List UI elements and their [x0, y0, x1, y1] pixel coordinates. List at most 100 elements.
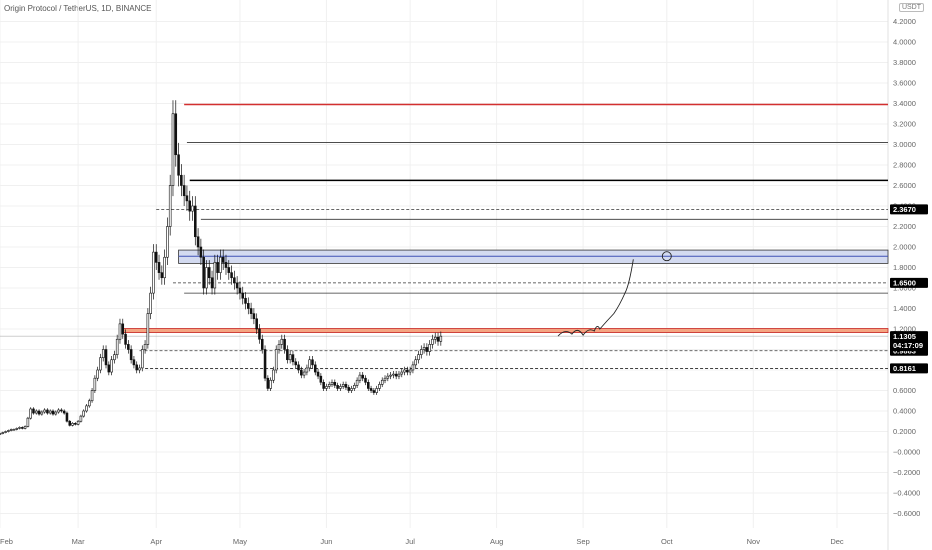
candle-body [85, 405, 88, 412]
price-tag-text: 0.8161 [893, 364, 916, 373]
candle-body [333, 381, 337, 386]
price-tick-label: 1.2000 [893, 325, 916, 334]
price-tag-text: 1.6500 [893, 279, 916, 288]
candle-body [124, 333, 127, 345]
price-tag [890, 363, 928, 374]
candle-body [311, 359, 314, 366]
candle-body [202, 256, 205, 289]
candle-body [118, 323, 122, 340]
candle-body [37, 410, 41, 415]
candle-body [327, 384, 331, 387]
price-tick-label: 0.6000 [893, 386, 916, 395]
price-tick-label: −0.4000 [893, 489, 920, 498]
candle-body [4, 431, 7, 433]
candle-body [325, 386, 328, 389]
candle-body [238, 287, 242, 294]
candle-body [82, 410, 85, 417]
candle-body [62, 410, 66, 414]
candle-body [322, 381, 325, 389]
candle-body [378, 384, 381, 389]
candle-body [305, 367, 309, 373]
candle-body [353, 385, 356, 389]
price-tick-label: 3.8000 [893, 58, 916, 67]
last-price-tag [890, 331, 928, 352]
candle-body [344, 384, 348, 388]
candle-body [182, 185, 186, 197]
price-tick-label: 2.8000 [893, 161, 916, 170]
candle-body [277, 344, 281, 350]
candle-body [177, 154, 180, 176]
candle-body [247, 303, 250, 309]
candle-body [132, 359, 136, 366]
time-tick-label: Feb [0, 537, 13, 546]
candle-body [191, 205, 194, 212]
candle-body [26, 417, 30, 427]
time-tick-label: May [233, 537, 247, 546]
candle-body [152, 251, 155, 294]
candle-body [90, 390, 94, 402]
candle-body [269, 379, 272, 389]
grid-layer [0, 0, 889, 550]
candle-body [283, 338, 286, 350]
candle-body [199, 246, 203, 258]
candle-body [397, 373, 401, 377]
zone-layer [122, 249, 889, 333]
candle-body [96, 369, 99, 379]
candle-body [280, 338, 284, 345]
price-tick-label: −0.2000 [893, 468, 920, 477]
candle-body [358, 374, 362, 381]
candle-body [163, 256, 166, 279]
price-tick-label: −0.6000 [893, 509, 920, 518]
candle-body [110, 359, 113, 373]
candle-body [386, 375, 390, 379]
candle-body [411, 364, 415, 371]
price-tick-label: 0.4000 [893, 407, 916, 416]
candle-body [168, 185, 172, 227]
price-tick-label: 2.6000 [893, 181, 916, 190]
candle-body [433, 336, 437, 340]
candle-body [339, 386, 342, 389]
candle-body [350, 388, 353, 391]
candle-body [210, 277, 214, 289]
price-tick-label: 1.4000 [893, 304, 916, 313]
candle-body [104, 349, 108, 366]
candle-layer [0, 100, 443, 435]
bar-countdown: 04:17:09 [893, 341, 923, 350]
candle-body [43, 409, 46, 413]
candle-body [57, 409, 60, 413]
candle-body [146, 313, 150, 345]
candle-body [68, 420, 72, 426]
price-tick-label: 3.4000 [893, 99, 916, 108]
price-tick-label: 3.0000 [893, 140, 916, 149]
candle-body [294, 361, 298, 366]
candle-body [113, 354, 116, 361]
candle-body [367, 381, 370, 389]
time-tick-label: Apr [150, 537, 162, 546]
candle-body [302, 371, 306, 376]
candle-body [355, 379, 359, 386]
candle-body [46, 409, 49, 414]
currency-unit-badge[interactable]: USDT [898, 3, 924, 12]
candle-body [241, 292, 245, 299]
candle-body [216, 262, 219, 273]
candle-body [99, 357, 102, 371]
candle-body [380, 379, 384, 385]
candle-body [18, 427, 21, 429]
candle-body [107, 364, 111, 373]
candle-body [9, 429, 13, 431]
price-tag [890, 277, 928, 288]
candle-body [227, 267, 231, 273]
candle-body [369, 388, 373, 391]
time-tick-label: Aug [490, 537, 503, 546]
horizontal-line-layer [0, 103, 888, 369]
candle-body [347, 387, 351, 391]
candle-body [288, 354, 292, 361]
candle-body [141, 349, 144, 369]
candle-body [375, 388, 378, 393]
drawn-target-circle [661, 251, 672, 262]
candle-body [160, 272, 164, 279]
candle-body [221, 256, 225, 263]
candle-body [439, 335, 443, 342]
price-tick-label: 2.2000 [893, 222, 916, 231]
